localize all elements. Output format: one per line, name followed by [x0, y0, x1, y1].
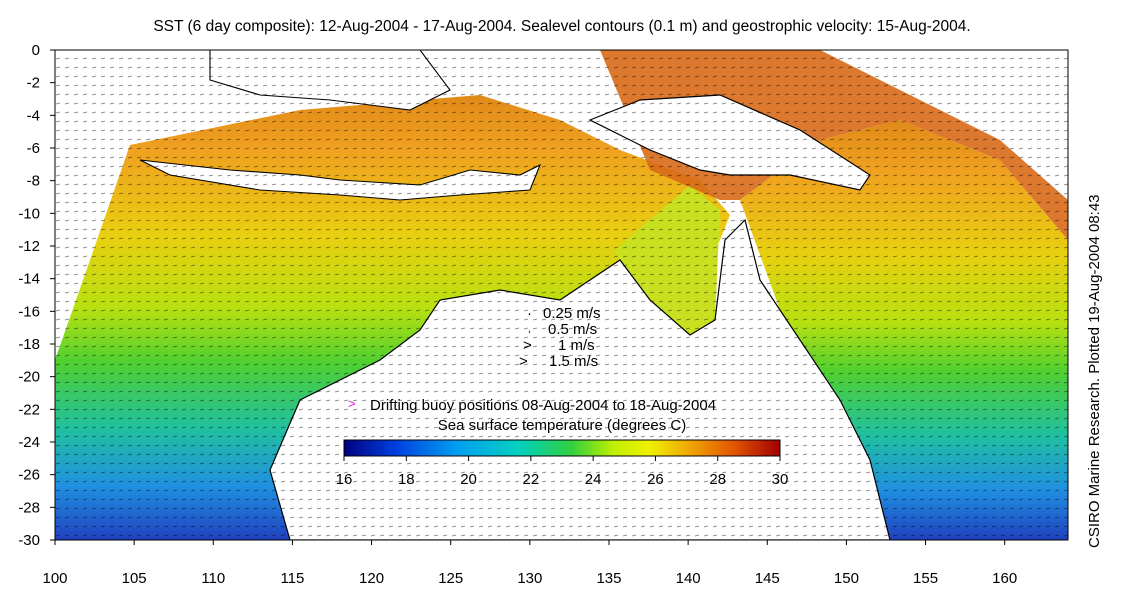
y-axis-ticks: 0 -2 -4 -6 -8 -10 -12 -14 -16 -18 -20 -22 -24 -26 -28 -…	[18, 42, 55, 549]
legend-label-05: 0.5 m/s	[548, 321, 597, 338]
velocity-legend: · 0.25 m/s ˒ 0.5 m/s > 1 m/s > 1.5 m/s	[519, 305, 601, 370]
y-tick-label: 0	[32, 42, 40, 59]
x-tick-label: 160	[992, 570, 1017, 587]
legend-arrow-15: >	[519, 353, 528, 370]
colorbar-tick-label: 24	[585, 471, 602, 488]
map-title: SST (6 day composite): 12-Aug-2004 - 17-…	[153, 18, 971, 35]
x-tick-label: 105	[122, 570, 147, 587]
colorbar	[343, 439, 781, 457]
x-tick-label: 135	[596, 570, 621, 587]
y-tick-label: -18	[18, 336, 40, 353]
legend-label-025: 0.25 m/s	[543, 305, 601, 322]
colorbar-tick-label: 20	[460, 471, 477, 488]
colorbar-tick-label: 28	[709, 471, 726, 488]
y-tick-label: -26	[18, 467, 40, 484]
colorbar-tick-label: 30	[772, 471, 789, 488]
y-tick-label: -22	[18, 401, 40, 418]
y-tick-label: -4	[27, 107, 40, 124]
colorbar-tick-label: 16	[336, 471, 353, 488]
y-tick-label: -24	[18, 434, 40, 451]
colorbar-ticks: 16 18 20 22 24 26 28 30	[336, 456, 789, 488]
x-tick-label: 110	[201, 570, 225, 587]
legend-arrow-1: >	[523, 337, 532, 354]
y-tick-label: -28	[18, 499, 40, 516]
buoy-legend-label: Drifting buoy positions 08-Aug-2004 to 1…	[370, 397, 716, 414]
x-tick-label: 115	[280, 570, 304, 587]
y-tick-label: -16	[18, 303, 40, 320]
x-tick-label: 130	[517, 570, 542, 587]
colorbar-tick-label: 22	[523, 471, 540, 488]
colorbar-label: Sea surface temperature (degrees C)	[438, 417, 686, 434]
x-axis-ticks: 100 105 110 115 120 125 130 135 140 145 150 155 160	[42, 540, 1017, 587]
y-tick-label: -30	[18, 532, 40, 549]
y-tick-label: -14	[18, 271, 40, 288]
x-tick-label: 120	[359, 570, 384, 587]
legend-arrow-025: ·	[527, 305, 532, 322]
legend-label-15: 1.5 m/s	[549, 353, 598, 370]
y-tick-label: -8	[27, 173, 40, 190]
y-tick-label: -12	[18, 238, 40, 255]
legend-label-1: 1 m/s	[558, 337, 595, 354]
x-tick-label: 150	[834, 570, 859, 587]
colorbar-tick-label: 18	[398, 471, 415, 488]
y-tick-label: -20	[18, 369, 40, 386]
x-tick-label: 125	[438, 570, 463, 587]
y-tick-label: -6	[27, 140, 40, 157]
x-tick-label: 155	[913, 570, 938, 587]
x-tick-label: 145	[755, 570, 780, 587]
x-tick-label: 140	[676, 570, 701, 587]
buoy-marker-icon: >	[348, 396, 356, 411]
x-tick-label: 100	[42, 570, 67, 587]
colorbar-tick-label: 26	[647, 471, 664, 488]
y-tick-label: -10	[18, 205, 40, 222]
legend-arrow-05: ˒	[527, 321, 532, 338]
y-tick-label: -2	[27, 75, 40, 92]
plot-frame	[54, 49, 1069, 541]
